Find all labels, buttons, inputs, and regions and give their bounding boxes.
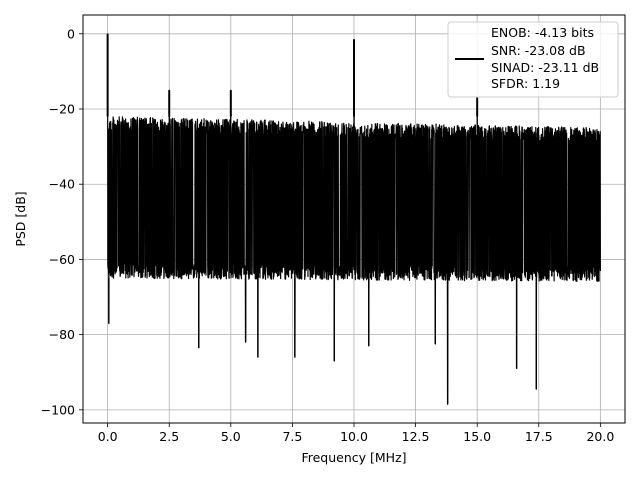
psd-series	[106, 33, 601, 405]
x-tick-label: 20.0	[586, 429, 614, 444]
x-axis-ticks: 0.0 2.5 5.0 7.5 10.0 12.5 15.0 17.5 20.0	[98, 423, 614, 444]
psd-trace	[107, 33, 601, 405]
y-axis-ticks: 0 −20 −40 −60 −80 −100	[41, 26, 83, 417]
x-tick-label: 10.0	[340, 429, 368, 444]
x-tick-label: 15.0	[463, 429, 491, 444]
x-axis-label: Frequency [MHz]	[301, 450, 406, 465]
y-tick-label: −60	[49, 252, 75, 267]
x-tick-label: 12.5	[402, 429, 430, 444]
legend-box	[447, 21, 619, 98]
y-tick-label: −40	[49, 177, 75, 192]
x-tick-label: 2.5	[159, 429, 179, 444]
legend-line-sinad: SINAD: -23.11 dB	[491, 60, 599, 75]
x-tick-label: 17.5	[525, 429, 553, 444]
x-tick-label: 7.5	[282, 429, 302, 444]
y-tick-label: 0	[67, 26, 75, 41]
x-tick-label: 0.0	[98, 429, 118, 444]
y-tick-label: −20	[49, 102, 75, 117]
y-tick-label: −80	[49, 327, 75, 342]
y-tick-label: −100	[41, 402, 75, 417]
legend: ENOB: -4.13 bits SNR: -23.08 dB SINAD: -…	[447, 21, 619, 98]
y-axis-label: PSD [dB]	[13, 191, 28, 246]
x-tick-label: 5.0	[221, 429, 241, 444]
legend-line-enob: ENOB: -4.13 bits	[491, 25, 594, 40]
legend-line-sfdr: SFDR: 1.19	[491, 76, 560, 91]
legend-line-snr: SNR: -23.08 dB	[491, 43, 586, 58]
